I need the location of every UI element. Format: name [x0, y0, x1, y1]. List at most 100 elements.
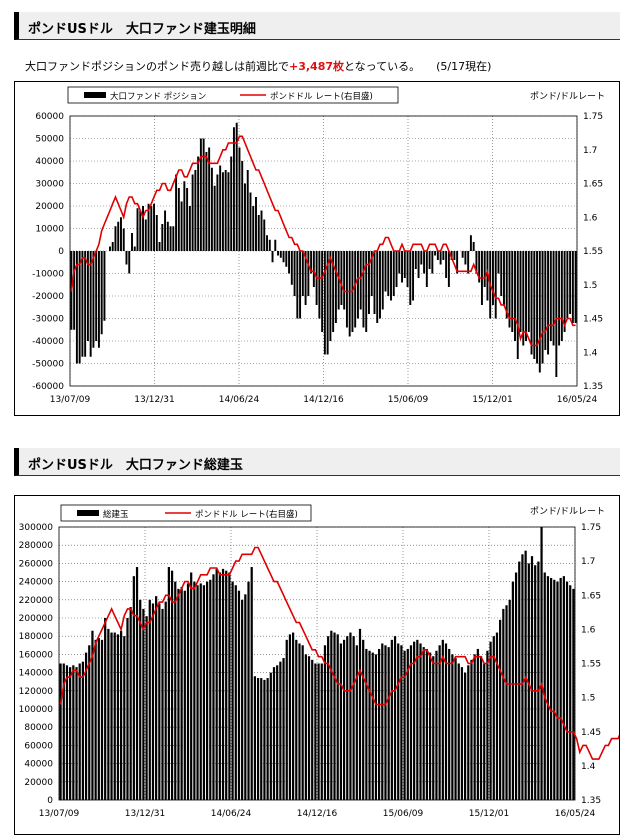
bar [419, 643, 422, 800]
bar [167, 567, 171, 800]
bar [307, 656, 311, 800]
bar [374, 654, 378, 800]
bar [255, 197, 257, 251]
bar [249, 192, 252, 251]
bar [230, 156, 233, 251]
bar [527, 251, 530, 332]
bar [463, 672, 467, 800]
bar [296, 251, 299, 319]
bar [562, 576, 565, 800]
y2-tick-label: 1.5 [583, 281, 597, 291]
bar [117, 221, 120, 251]
bar [365, 648, 368, 800]
bar [511, 581, 515, 800]
summary-prefix: 大口ファンドポジションのポンド売り越しは前週比で [25, 60, 289, 73]
bar [348, 251, 351, 337]
y2-tick-label: 1.65 [581, 591, 601, 601]
bar [135, 567, 139, 800]
bar [237, 590, 241, 800]
bar [569, 585, 572, 800]
bar [358, 628, 362, 800]
bar [125, 251, 128, 265]
bar [516, 251, 519, 359]
bar [260, 210, 263, 251]
bar [260, 678, 263, 800]
y2-tick-label: 1.75 [581, 523, 601, 533]
bar [169, 226, 172, 251]
bar [495, 632, 499, 800]
bar [546, 576, 550, 800]
bar [332, 251, 335, 332]
bar [400, 645, 403, 800]
bar [241, 599, 244, 800]
x-tick-label: 15/12/01 [472, 395, 512, 405]
bar [414, 251, 417, 269]
y2-tick-label: 1.4 [583, 348, 598, 358]
bar [150, 206, 153, 251]
bar [436, 251, 439, 260]
bar [272, 667, 276, 800]
y-tick-label: 20000 [35, 202, 64, 212]
bar [398, 251, 401, 274]
bar [519, 251, 522, 332]
bar [293, 251, 296, 296]
bar [538, 251, 541, 373]
bar [199, 583, 202, 800]
bar [180, 587, 183, 800]
bar [202, 585, 206, 800]
bar [218, 572, 221, 800]
bar [491, 251, 494, 305]
x-tick-label: 13/07/09 [39, 809, 80, 819]
bar [536, 251, 539, 364]
bar [199, 138, 202, 251]
bar [479, 656, 483, 800]
bar [464, 251, 467, 265]
bar [208, 147, 211, 251]
y-tick-label: 0 [58, 247, 64, 257]
bar [494, 251, 497, 319]
bar [473, 654, 476, 800]
bar [566, 251, 569, 319]
y-tick-label: 60000 [24, 741, 53, 751]
bar [476, 648, 479, 800]
bar [409, 645, 413, 800]
bar [219, 165, 222, 251]
bar [75, 667, 78, 800]
bar [339, 643, 343, 800]
bar [139, 599, 142, 800]
y2-tick-label: 1.35 [583, 382, 603, 392]
bar [221, 568, 225, 800]
y2-tick-label: 1.6 [581, 625, 596, 635]
section-title: ポンドUSドル 大口ファンド建玉明細 [28, 22, 256, 37]
bar [72, 665, 75, 800]
chart-panel-open-interest: 0 20000 40000 60000 80000 100000 120000 140000 1… [14, 495, 636, 835]
y-tick-label: 260000 [19, 559, 54, 569]
bar [547, 251, 550, 355]
bar [291, 632, 295, 800]
bar [323, 251, 326, 355]
bar [445, 251, 448, 278]
bar [232, 127, 235, 251]
bar [390, 251, 392, 301]
bar [128, 251, 131, 274]
bar [354, 251, 357, 328]
bar [158, 603, 161, 800]
bar [81, 661, 85, 800]
bar [274, 239, 277, 251]
bar [88, 645, 91, 800]
bar [196, 585, 199, 800]
bar [151, 603, 155, 800]
x-tick-label: 14/06/24 [219, 395, 260, 405]
bar [311, 659, 314, 800]
y2-tick-label: 1.4 [581, 762, 596, 772]
bar [540, 527, 543, 800]
bar [279, 251, 282, 258]
bar [161, 224, 164, 251]
y2-tick-label: 1.35 [581, 796, 601, 806]
bar [131, 233, 133, 251]
bar [409, 251, 412, 305]
bar [434, 251, 437, 256]
bar [304, 251, 307, 305]
bar [312, 251, 315, 287]
bar [525, 251, 527, 341]
